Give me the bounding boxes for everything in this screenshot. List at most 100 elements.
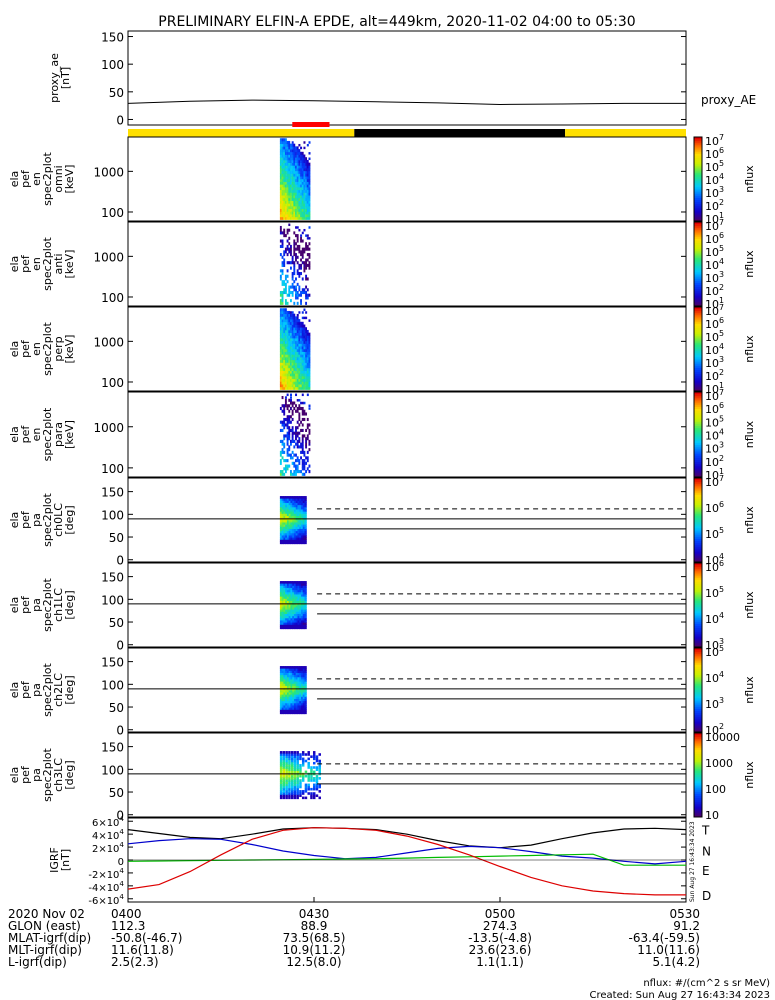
en_perp-cell — [284, 351, 287, 355]
pa_ch2-ytick-label-0: 0 — [116, 724, 124, 738]
pa_ch3-cell — [307, 766, 310, 769]
en_perp-cell — [305, 335, 308, 339]
en_omni-cell — [306, 162, 309, 166]
pa_ch0-cell — [297, 513, 300, 516]
pa_ch3-cell — [285, 761, 288, 765]
en_perp-cell — [293, 340, 296, 344]
en_omni-cell — [305, 187, 308, 191]
en_perp-cell — [305, 354, 308, 358]
pa_ch1-cell — [279, 624, 283, 627]
pa_ch0-cell — [293, 509, 297, 512]
en_perp-cell — [295, 367, 297, 371]
pa_ch3-cell — [307, 785, 310, 789]
pa_ch0-cell — [286, 524, 290, 527]
en_anti-colorbar-tick-6: 107 — [705, 218, 724, 233]
pa_ch0-cell — [293, 504, 297, 508]
pa_ch2-cell — [281, 672, 284, 676]
en_para-cell — [286, 417, 289, 422]
pa_ch0-cell — [292, 498, 295, 501]
pa_ch0-cell — [300, 537, 304, 540]
en_anti-cell — [279, 225, 282, 230]
en_omni-cell — [303, 184, 306, 188]
en_anti-colorbar-step — [694, 245, 702, 248]
proxy_ae-ylabel-0: proxy_ae — [48, 53, 61, 103]
en_para-cell — [291, 472, 294, 476]
en_para-cell — [289, 472, 292, 476]
en_omni-cell — [305, 165, 308, 169]
pa_ch1-cell — [283, 596, 286, 599]
pa_ch2-cell — [300, 670, 304, 673]
pa_ch1-cell — [297, 622, 300, 625]
pa_ch2-cell — [295, 707, 298, 710]
en_para-cell — [288, 398, 291, 402]
en_omni-cell — [298, 162, 301, 166]
en_anti-colorbar-step — [694, 285, 702, 288]
en_omni-cell — [289, 151, 292, 155]
pa_ch2-cell — [292, 705, 295, 708]
pa_ch2-cell — [285, 670, 288, 673]
pa_ch2-cell — [292, 696, 295, 699]
en_omni-colorbar-step — [694, 164, 702, 167]
pa_ch0-cell — [286, 526, 290, 529]
en_anti-cell — [288, 247, 291, 251]
en_para-cell — [284, 396, 287, 399]
pa_ch0-cell — [286, 496, 290, 499]
en_anti-colorbar-step — [694, 240, 702, 244]
en_omni-cell — [279, 205, 282, 210]
en_perp-cell — [293, 343, 296, 347]
en_omni-cell — [306, 170, 309, 174]
en_anti-cell — [288, 250, 291, 254]
en_omni-cell — [283, 214, 286, 218]
pa_ch2-cell — [286, 689, 290, 693]
en_para-cell — [296, 459, 299, 463]
pa_ch0-cell — [290, 498, 293, 501]
en_omni-cell — [288, 178, 291, 182]
en_para-colorbar-tick-3: 104 — [705, 428, 724, 443]
en_perp-colorbar-step — [694, 365, 702, 369]
en_para-cell — [301, 423, 304, 427]
en_perp-cell — [301, 378, 304, 382]
en_anti-cell — [284, 285, 287, 289]
en_perp-cell — [288, 329, 291, 333]
pa_ch2-cell — [286, 700, 290, 704]
en_para-cell — [301, 472, 304, 476]
pa_ch3-cell — [279, 759, 283, 763]
en_perp-cell — [293, 359, 296, 363]
en_perp-cell — [284, 386, 287, 390]
en_anti-colorbar-step — [694, 238, 702, 242]
pa_ch2-cell — [281, 694, 284, 697]
en_perp-cell — [293, 354, 296, 358]
pa_ch1-cell — [300, 581, 304, 584]
en_perp-cell — [303, 335, 306, 339]
pa_ch0-cell — [283, 537, 286, 540]
pa_ch1-cell — [285, 613, 288, 617]
pa_ch0-cell — [290, 502, 293, 506]
en_para-cell — [306, 437, 309, 441]
en_perp-cell — [301, 329, 304, 333]
en_para-cell — [288, 448, 291, 452]
pa_ch2-cell — [285, 676, 288, 680]
pa_ch2-cell — [288, 676, 291, 680]
en_perp-cell — [303, 351, 306, 355]
pa_ch2-colorbar-step — [694, 654, 702, 657]
en_perp-cell — [281, 338, 284, 342]
en_perp-cell — [289, 381, 292, 385]
pa_ch3-cell — [293, 785, 297, 789]
pa_ch3-cell — [312, 796, 316, 800]
en_perp-cell — [281, 365, 284, 369]
en_perp-cell — [286, 351, 289, 355]
pa_ch2-cell — [302, 685, 306, 689]
xaxis-value-1-1: 88.9 — [301, 919, 328, 933]
en_perp-cell — [281, 378, 284, 382]
en_omni-cell — [284, 170, 287, 174]
en_para-cell — [301, 467, 304, 471]
panel-en_perp: elapefenspec2plotperp[keV]10010001011021… — [8, 303, 756, 396]
pa_ch0-cell — [299, 504, 302, 508]
en_omni-cell — [289, 203, 292, 207]
xaxis-row-label-3: MLT-igrf(dip) — [8, 943, 82, 957]
pa_ch3-colorbar-step — [694, 735, 702, 738]
pa_ch3-cell — [288, 766, 291, 769]
en_perp-cell — [296, 386, 299, 390]
pa_ch1-cell — [285, 583, 288, 586]
